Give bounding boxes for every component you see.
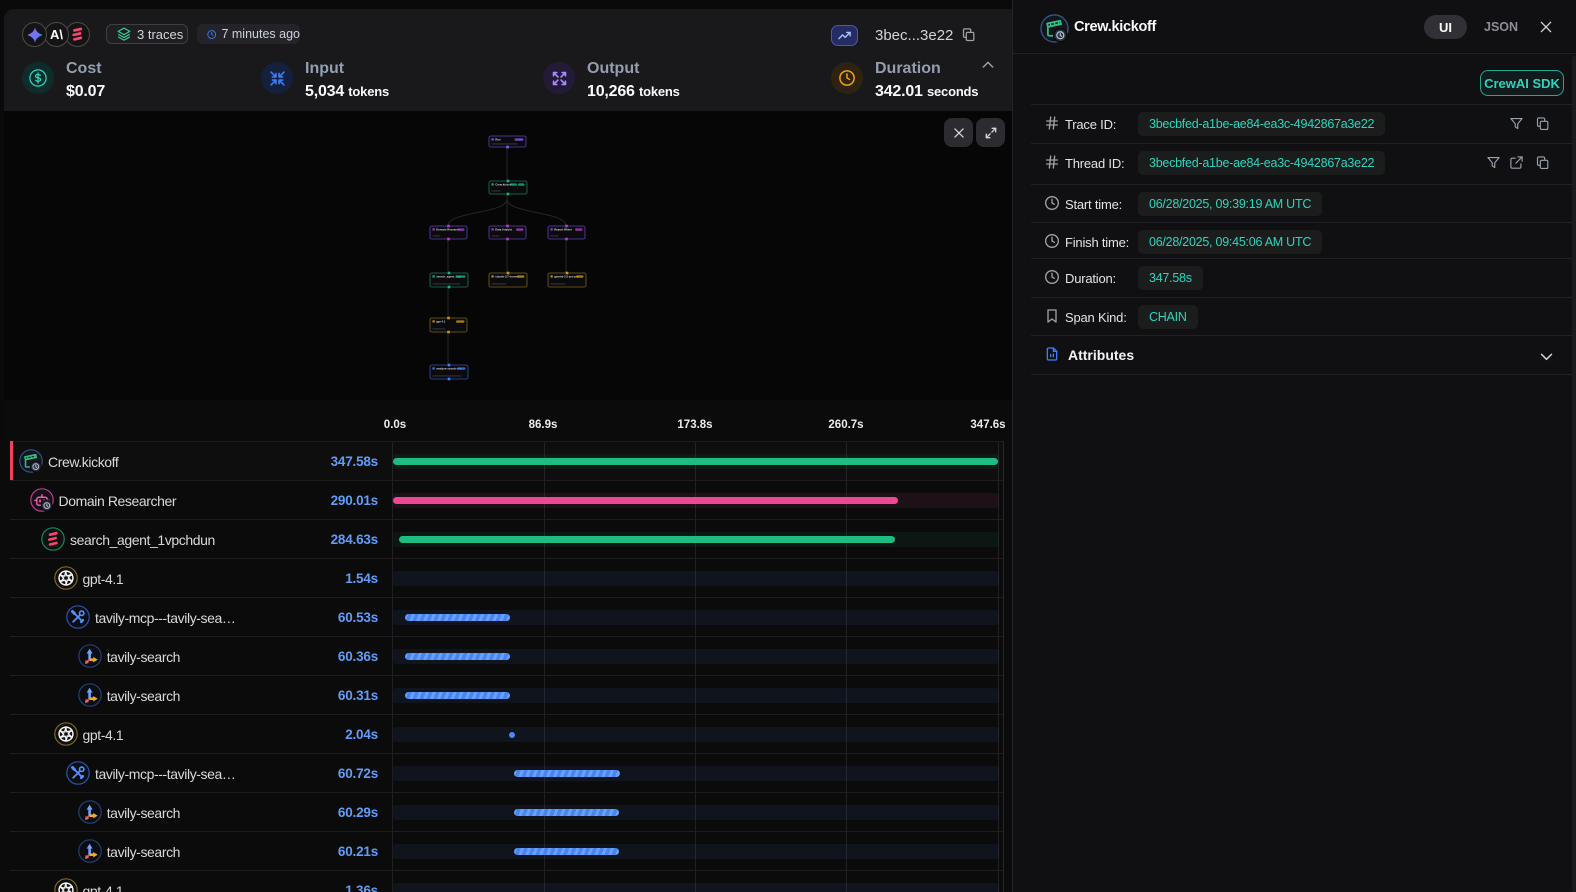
svg-text:gemini-2.5-pro-pre: gemini-2.5-pro-pre (554, 275, 579, 279)
svg-text:analyze-search-res: analyze-search-res (436, 367, 462, 371)
svg-text:Crew.kickoff: Crew.kickoff (495, 183, 512, 187)
svg-text:gpt-4.1: gpt-4.1 (436, 320, 446, 324)
svg-text:Domain Research: Domain Research (436, 228, 460, 232)
svg-text:Data Analyst: Data Analyst (495, 228, 512, 232)
svg-text:search_agent_1vp: search_agent_1vp (436, 275, 461, 279)
svg-text:Report Writer: Report Writer (554, 228, 573, 232)
svg-text:claude-3.7-sonnet: claude-3.7-sonnet (495, 275, 519, 279)
svg-text:Run: Run (495, 138, 501, 142)
